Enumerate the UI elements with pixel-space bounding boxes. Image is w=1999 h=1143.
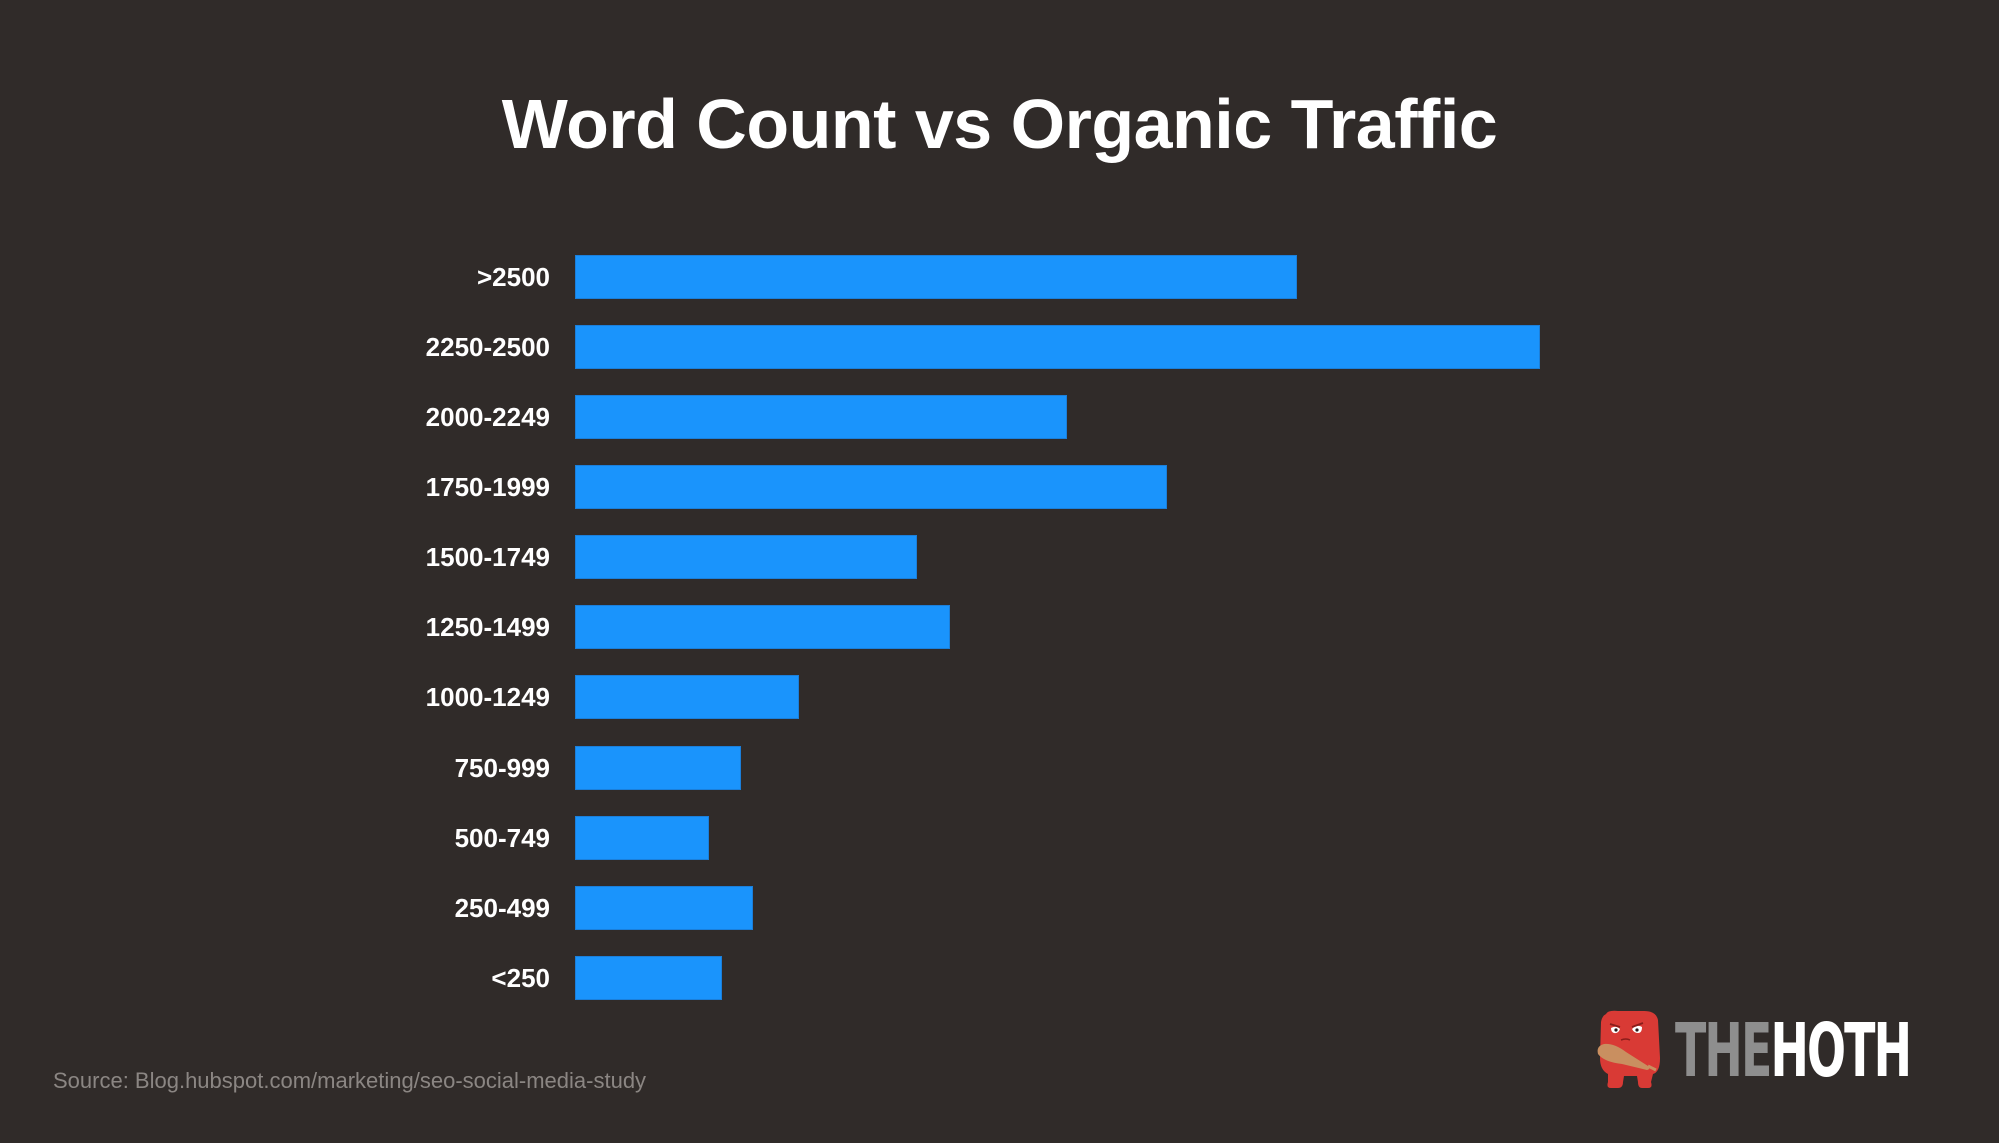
bar-row: 1000-1249 <box>0 675 1999 719</box>
bar-row: 1750-1999 <box>0 465 1999 509</box>
bar <box>575 395 1067 439</box>
category-label: 500-749 <box>454 823 550 853</box>
bar <box>575 886 753 930</box>
bar-row: 2000-2249 <box>0 395 1999 439</box>
category-label: 250-499 <box>454 893 550 923</box>
category-label: 2250-2500 <box>425 332 550 362</box>
source-caption: Source: Blog.hubspot.com/marketing/seo-s… <box>53 1068 647 1093</box>
category-label: 1000-1249 <box>425 682 550 712</box>
category-label: 1750-1999 <box>425 472 550 502</box>
category-label: >2500 <box>476 262 550 292</box>
bar-row: <250 <box>0 956 1999 1000</box>
category-label: 2000-2249 <box>425 402 550 432</box>
category-label: 1250-1499 <box>425 612 550 642</box>
bar <box>575 956 722 1000</box>
thehoth-logo: THEHOTH <box>1596 1008 1941 1092</box>
bar-row: >2500 <box>0 255 1999 299</box>
bar <box>575 255 1297 299</box>
bar-row: 1500-1749 <box>0 535 1999 579</box>
category-label: 1500-1749 <box>425 542 550 572</box>
logo-text-hoth: HOTH <box>1770 1008 1912 1094</box>
category-label: <250 <box>491 963 550 993</box>
logo-wordmark: THEHOTH <box>1675 1014 1912 1088</box>
bar <box>575 746 741 790</box>
bar-row: 750-999 <box>0 746 1999 790</box>
category-label: 750-999 <box>454 753 550 783</box>
bar-row: 250-499 <box>0 886 1999 930</box>
bar-row: 1250-1499 <box>0 605 1999 649</box>
chart-title: Word Count vs Organic Traffic <box>501 85 1498 163</box>
bar <box>575 605 950 649</box>
red-caveman-mascot-icon <box>1597 1010 1660 1088</box>
bar <box>575 325 1540 369</box>
bar <box>575 816 709 860</box>
bar <box>575 535 917 579</box>
logo-text-the: THE <box>1675 1008 1772 1094</box>
bar-row: 2250-2500 <box>0 325 1999 369</box>
bar <box>575 465 1167 509</box>
bar-row: 500-749 <box>0 816 1999 860</box>
bar <box>575 675 799 719</box>
